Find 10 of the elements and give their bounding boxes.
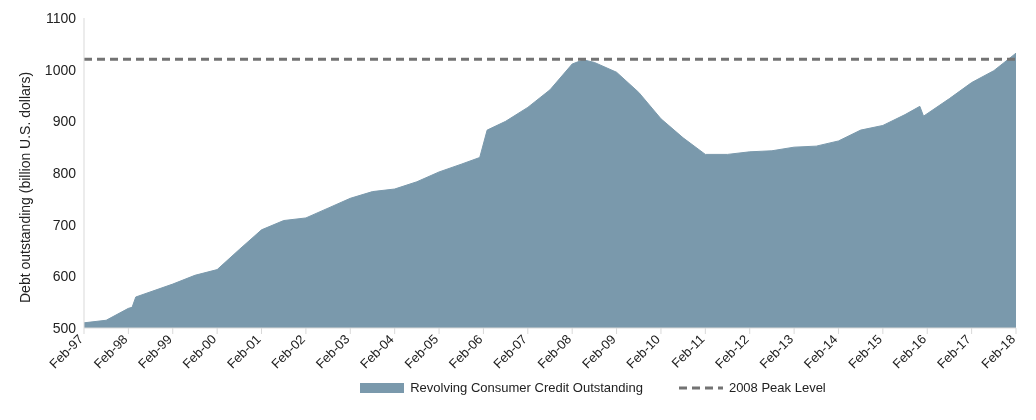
y-tick-label: 500 [52, 319, 77, 336]
y-axis-title: Debt outstanding (billion U.S. dollars) [16, 71, 33, 303]
y-tick-label: 1100 [45, 9, 77, 26]
legend-label: Revolving Consumer Credit Outstanding [409, 380, 643, 395]
y-tick-label: 700 [52, 216, 77, 233]
y-tick-label: 600 [52, 268, 77, 285]
y-tick-label: 1000 [44, 61, 77, 78]
y-tick-label: 800 [52, 164, 77, 181]
y-tick-label: 900 [52, 113, 77, 130]
legend-label: 2008 Peak Level [727, 380, 826, 395]
